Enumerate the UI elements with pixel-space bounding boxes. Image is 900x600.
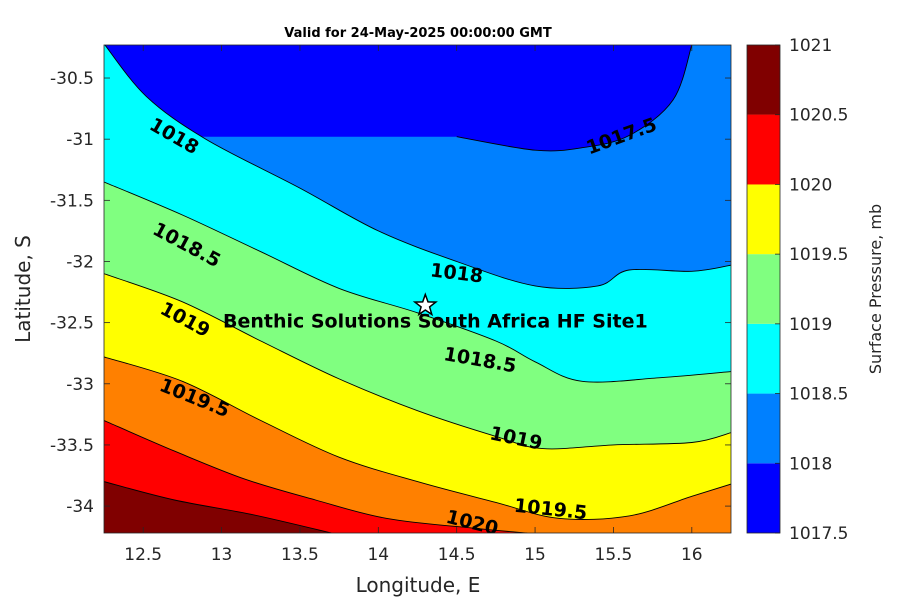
- site-star-marker: [412, 292, 438, 317]
- plot-frame: [103, 44, 732, 534]
- y-tick-label: -31.5: [50, 191, 94, 211]
- colorbar-swatch: [747, 114, 780, 185]
- y-tick-label: -33.5: [50, 436, 94, 456]
- colorbar-tick-label: 1020.5: [789, 106, 848, 126]
- contour-line: [456, 45, 693, 152]
- y-axis-ticks: -30.5 -31 -31.5 -32 -32.5 -33 -33.5 -34: [50, 69, 731, 517]
- x-axis-label: Longitude, E: [356, 573, 481, 597]
- colorbar-tick-label: 1017.5: [789, 524, 848, 544]
- chart-title: Valid for 24-May-2025 00:00:00 GMT: [284, 26, 552, 41]
- colorbar-tick-label: 1020: [789, 175, 832, 195]
- x-tick-label: 13.5: [281, 545, 319, 565]
- x-axis-ticks: 12.5 13 13.5 14 14.5 15 15.5 16: [124, 45, 703, 565]
- x-tick-label: 13: [211, 545, 233, 565]
- colorbar-swatch: [747, 393, 780, 464]
- x-tick-label: 14: [367, 545, 389, 565]
- pressure-band-fill: [104, 420, 528, 533]
- y-tick-label: -30.5: [50, 69, 94, 89]
- x-tick-label: 15: [524, 545, 546, 565]
- y-tick-label: -32.5: [50, 314, 94, 334]
- colorbar-label: Surface Pressure, mb: [866, 204, 885, 374]
- contour-line: [104, 481, 332, 533]
- contour-line: [104, 273, 731, 450]
- colorbar-swatch: [747, 463, 780, 533]
- colorbar-swatch: [747, 323, 780, 394]
- contour-line: [104, 420, 528, 533]
- site-label: Benthic Solutions South Africa HF Site1: [223, 311, 648, 333]
- colorbar-tick-label: 1021: [789, 36, 832, 56]
- colorbar-swatch: [747, 184, 780, 255]
- y-tick-label: -31: [66, 130, 94, 150]
- colorbar-tick-label: 1018: [789, 454, 832, 474]
- colorbar-tick-label: 1019.5: [789, 245, 848, 265]
- x-tick-label: 15.5: [595, 545, 633, 565]
- contour-line: [104, 181, 731, 383]
- y-tick-label: -32: [66, 252, 94, 272]
- x-tick-label: 12.5: [124, 545, 162, 565]
- colorbar-swatch: [747, 45, 780, 115]
- colorbar-tick-label: 1019: [789, 315, 832, 335]
- x-tick-label: 14.5: [438, 545, 476, 565]
- pressure-band-fill: [104, 481, 332, 533]
- y-tick-label: -34: [66, 497, 94, 517]
- colorbar: [746, 44, 781, 534]
- y-tick-label: -33: [66, 375, 94, 395]
- contour-line: [104, 45, 731, 289]
- colorbar-swatch: [747, 254, 780, 324]
- colorbar-frame: [746, 44, 781, 534]
- colorbar-tick-label: 1018.5: [789, 385, 848, 405]
- contour-plot-area: 1018 1017.51018.5101810191018.51019.51019…: [104, 45, 731, 533]
- y-axis-label: Latitude, S: [11, 235, 35, 343]
- colorbar-ticks: 1017.5 1018 1018.5 1019 1019.5 1020 1020.5 1021: [775, 36, 848, 544]
- x-tick-label: 16: [681, 545, 703, 565]
- contour-line: [104, 356, 731, 520]
